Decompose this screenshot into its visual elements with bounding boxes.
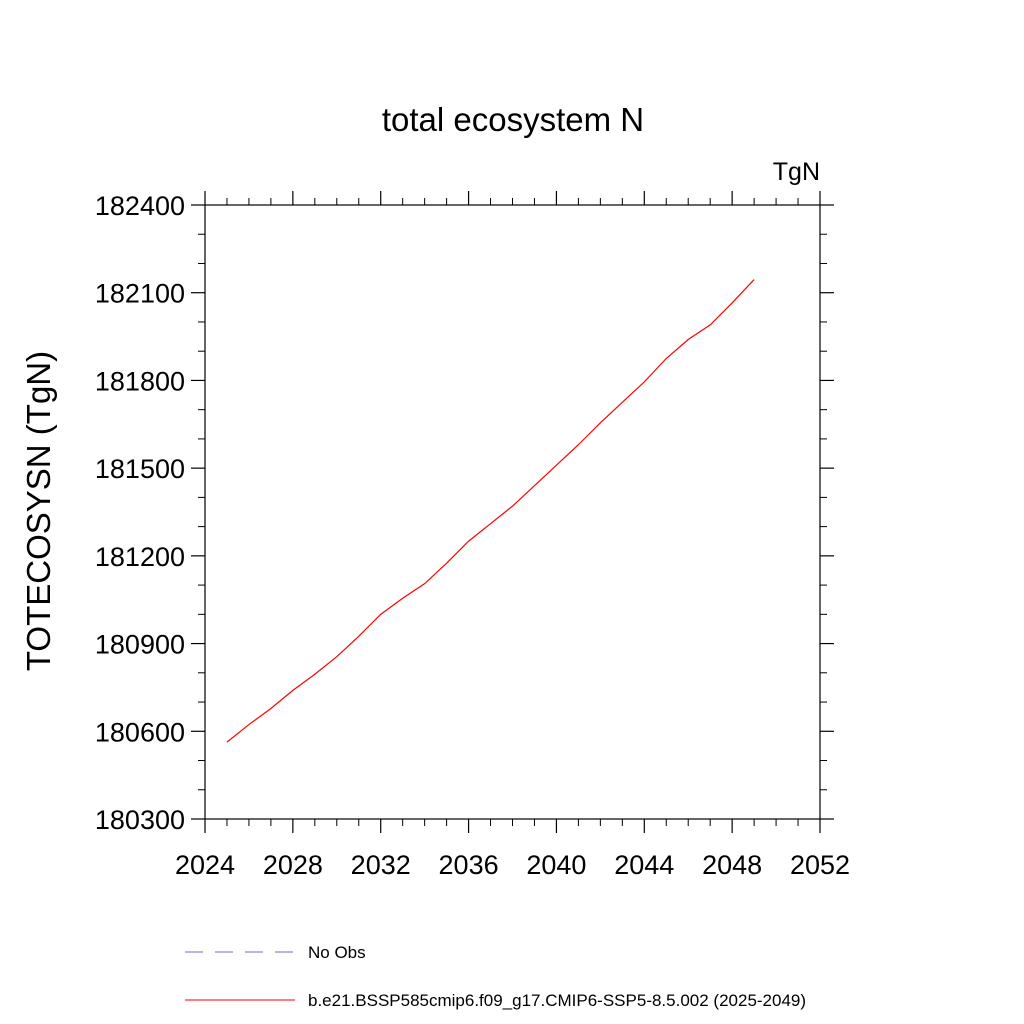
- axis-ticks: [191, 191, 834, 833]
- y-tick-label: 180900: [95, 630, 185, 660]
- x-tick-label: 2040: [526, 850, 586, 880]
- x-tick-label: 2032: [351, 850, 411, 880]
- axis-tick-labels: 2024 2028 2032 2036 2040 2044 2048 2052 180300 18…: [95, 191, 850, 880]
- legend: No Obs b.e21.BSSP585cmip6.f09_g17.CMIP6-S…: [185, 943, 806, 1010]
- x-tick-label: 2048: [702, 850, 762, 880]
- x-tick-label: 2036: [439, 850, 499, 880]
- x-tick-label: 2028: [263, 850, 323, 880]
- y-tick-label: 181500: [95, 454, 185, 484]
- y-tick-label: 182100: [95, 279, 185, 309]
- chart-title: total ecosystem N: [382, 101, 644, 138]
- x-tick-label: 2044: [614, 850, 674, 880]
- y-tick-label: 180600: [95, 717, 185, 747]
- y-axis-label: TOTECOSYSN (TgN): [20, 351, 57, 671]
- x-tick-label: 2024: [175, 850, 235, 880]
- legend-label: No Obs: [308, 943, 366, 962]
- x-tick-label: 2052: [790, 850, 850, 880]
- y-tick-label: 181200: [95, 542, 185, 572]
- y-tick-label: 182400: [95, 191, 185, 221]
- y-tick-label: 181800: [95, 366, 185, 396]
- legend-label: b.e21.BSSP585cmip6.f09_g17.CMIP6-SSP5-8.…: [308, 991, 806, 1010]
- units-label: TgN: [773, 158, 820, 186]
- series-line: [226, 279, 755, 743]
- series-layer: [226, 279, 755, 743]
- plot-frame: [204, 204, 821, 820]
- y-tick-label: 180300: [95, 805, 185, 835]
